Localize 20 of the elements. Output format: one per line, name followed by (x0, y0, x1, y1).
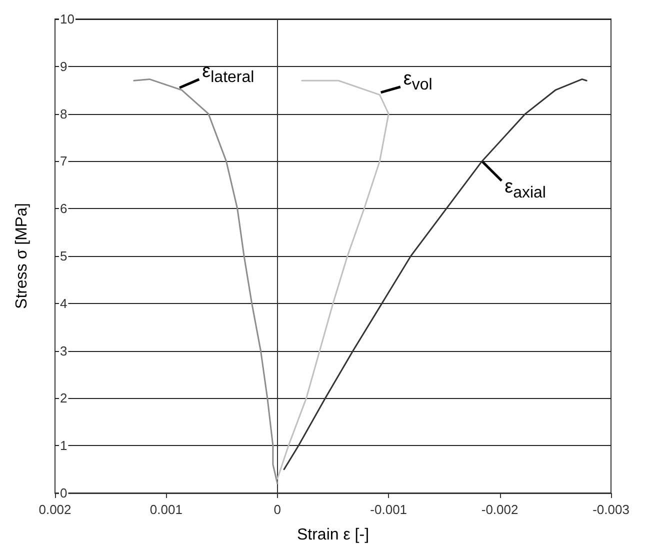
x-tick-label: -0.002 (481, 502, 518, 517)
y-tick-label: 3 (60, 343, 68, 358)
y-tick-label: 9 (60, 58, 68, 74)
y-tick-label: 1 (60, 438, 68, 454)
line-series (276, 80, 390, 480)
x-tick-label: -0.001 (370, 502, 408, 517)
y-tick-label: 6 (60, 201, 68, 216)
y-tick-label: 7 (60, 154, 68, 169)
y-tick-label: 2 (60, 390, 68, 406)
y-tick-label: 10 (60, 12, 74, 26)
y-tick-label: 4 (60, 296, 68, 311)
x-tick-label: 0.001 (150, 502, 182, 517)
x-tick-label: 0.002 (38, 502, 72, 517)
x-tick-label: -0.003 (592, 502, 630, 517)
y-axis-title: Stress σ [MPa] (14, 203, 30, 309)
y-tick-label: 5 (60, 248, 68, 264)
y-tick-label: 0 (60, 486, 68, 500)
x-axis-title: Strain ε [-] (296, 526, 370, 544)
x-tick-label: 0 (274, 502, 282, 517)
y-tick-label: 8 (60, 106, 68, 122)
